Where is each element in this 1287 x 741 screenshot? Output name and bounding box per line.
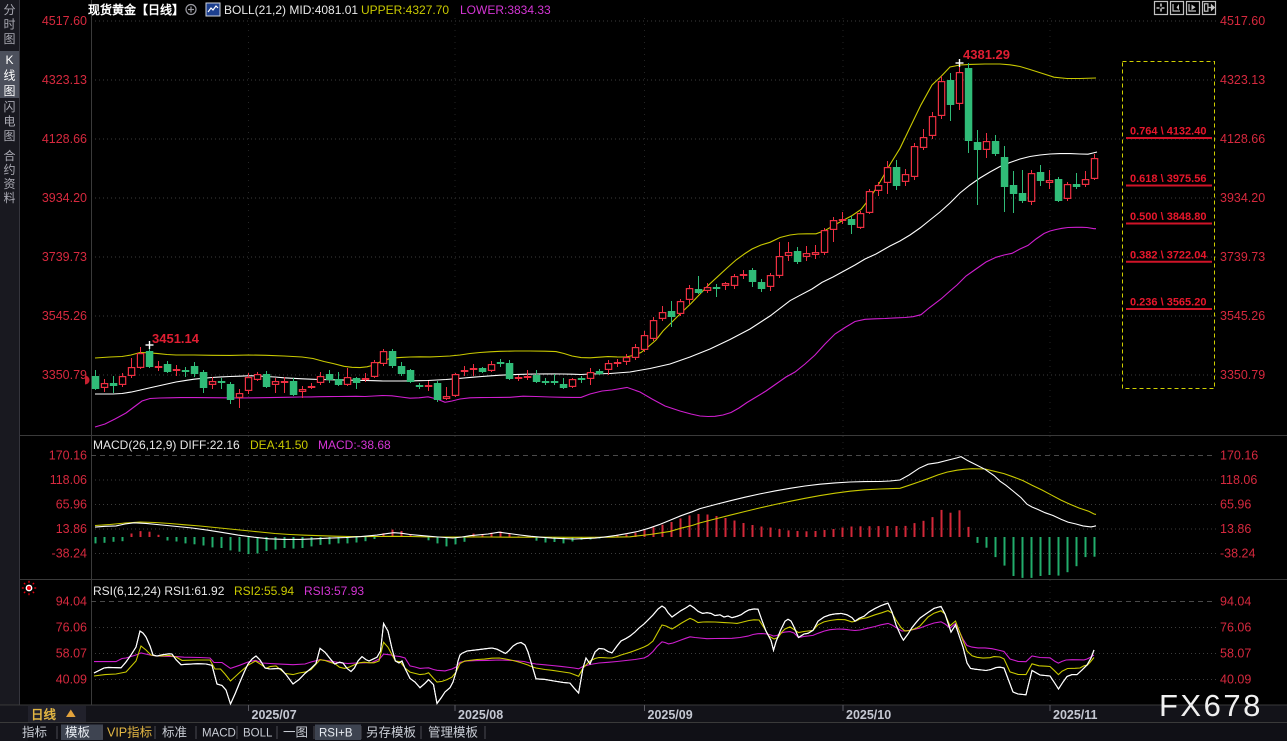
svg-text:4323.13: 4323.13 <box>42 73 87 87</box>
svg-text:K: K <box>5 53 13 67</box>
svg-text:4128.66: 4128.66 <box>1220 132 1265 146</box>
svg-text:时: 时 <box>3 18 15 32</box>
svg-text:118.06: 118.06 <box>50 473 87 487</box>
svg-text:日线: 日线 <box>31 707 57 722</box>
svg-text:VIP指标: VIP指标 <box>107 725 152 740</box>
svg-text:3350.79: 3350.79 <box>1220 368 1265 382</box>
svg-text:现货黄金【日线】: 现货黄金【日线】 <box>88 2 184 17</box>
svg-text:另存模板: 另存模板 <box>366 726 417 740</box>
svg-text:76.06: 76.06 <box>56 621 87 635</box>
svg-text:170.16: 170.16 <box>49 449 87 463</box>
svg-text:RSI+B: RSI+B <box>319 728 353 740</box>
svg-text:170.16: 170.16 <box>1220 449 1258 463</box>
svg-text:40.09: 40.09 <box>1220 673 1251 687</box>
svg-text:BOLL: BOLL <box>243 728 273 740</box>
svg-text:2025/08: 2025/08 <box>458 708 503 722</box>
svg-text:图: 图 <box>3 32 15 46</box>
svg-text:3545.26: 3545.26 <box>42 309 87 323</box>
svg-text:RSI2:55.94: RSI2:55.94 <box>234 584 294 598</box>
svg-text:BOLL(21,2) MID:4081.01: BOLL(21,2) MID:4081.01 <box>224 3 358 17</box>
svg-text:65.96: 65.96 <box>56 498 87 512</box>
svg-text:FX678: FX678 <box>1159 688 1263 723</box>
svg-text:58.07: 58.07 <box>56 647 87 661</box>
svg-text:合: 合 <box>3 148 15 163</box>
svg-text:2025/10: 2025/10 <box>846 708 891 722</box>
svg-text:电: 电 <box>3 115 15 129</box>
svg-text:闪: 闪 <box>3 100 15 114</box>
svg-text:UPPER:4327.70: UPPER:4327.70 <box>361 3 449 17</box>
svg-text:图: 图 <box>3 84 15 98</box>
svg-text:3739.73: 3739.73 <box>1220 250 1265 264</box>
svg-text:3739.73: 3739.73 <box>42 250 87 264</box>
svg-text:指标: 指标 <box>22 725 47 740</box>
svg-text:DEA:41.50: DEA:41.50 <box>250 438 308 452</box>
svg-text:4517.60: 4517.60 <box>42 14 87 28</box>
svg-text:MACD(26,12,9) DIFF:22.16: MACD(26,12,9) DIFF:22.16 <box>93 438 240 452</box>
svg-text:4128.66: 4128.66 <box>42 132 87 146</box>
svg-text:模板: 模板 <box>65 726 91 740</box>
svg-text:管理模板: 管理模板 <box>428 725 479 740</box>
svg-text:0.382 \ 3722.04: 0.382 \ 3722.04 <box>1130 249 1207 261</box>
svg-text:标准: 标准 <box>162 726 187 740</box>
svg-text:2025/09: 2025/09 <box>648 708 693 722</box>
svg-text:2025/07: 2025/07 <box>252 708 297 722</box>
svg-text:0.618 \ 3975.56: 0.618 \ 3975.56 <box>1130 173 1206 185</box>
svg-text:3934.20: 3934.20 <box>1220 191 1265 205</box>
svg-text:118.06: 118.06 <box>1220 473 1257 487</box>
svg-text:2025/11: 2025/11 <box>1053 708 1098 722</box>
svg-text:-38.24: -38.24 <box>1220 547 1255 561</box>
svg-text:MACD:-38.68: MACD:-38.68 <box>318 438 391 452</box>
svg-text:4381.29: 4381.29 <box>963 47 1010 62</box>
svg-text:3350.79: 3350.79 <box>42 368 87 382</box>
svg-text:图: 图 <box>3 129 15 143</box>
svg-text:3934.20: 3934.20 <box>42 191 87 205</box>
svg-text:4517.60: 4517.60 <box>1220 14 1265 28</box>
svg-text:76.06: 76.06 <box>1220 621 1251 635</box>
svg-text:-38.24: -38.24 <box>52 547 87 561</box>
svg-text:94.04: 94.04 <box>56 595 87 609</box>
svg-text:约: 约 <box>3 162 15 177</box>
svg-text:线: 线 <box>3 69 15 83</box>
svg-text:13.86: 13.86 <box>1220 522 1251 536</box>
svg-text:一图: 一图 <box>283 726 308 740</box>
svg-text:4323.13: 4323.13 <box>1220 73 1265 87</box>
svg-text:料: 料 <box>3 191 15 205</box>
svg-text:0.764 \ 4132.40: 0.764 \ 4132.40 <box>1130 126 1206 138</box>
svg-text:0.236 \ 3565.20: 0.236 \ 3565.20 <box>1130 297 1206 309</box>
svg-text:65.96: 65.96 <box>1220 498 1251 512</box>
svg-text:3451.14: 3451.14 <box>152 331 200 346</box>
svg-text:0.500 \ 3848.80: 0.500 \ 3848.80 <box>1130 211 1206 223</box>
svg-text:RSI3:57.93: RSI3:57.93 <box>304 584 364 598</box>
svg-text:MACD: MACD <box>202 728 236 740</box>
svg-text:资: 资 <box>3 177 15 191</box>
svg-text:58.07: 58.07 <box>1220 647 1251 661</box>
svg-text:13.86: 13.86 <box>56 522 87 536</box>
svg-text:LOWER:3834.33: LOWER:3834.33 <box>460 3 551 17</box>
svg-text:分: 分 <box>3 3 15 17</box>
svg-text:40.09: 40.09 <box>56 673 87 687</box>
svg-text:RSI(6,12,24) RSI1:61.92: RSI(6,12,24) RSI1:61.92 <box>93 584 225 598</box>
svg-text:3545.26: 3545.26 <box>1220 309 1265 323</box>
svg-text:94.04: 94.04 <box>1220 595 1251 609</box>
